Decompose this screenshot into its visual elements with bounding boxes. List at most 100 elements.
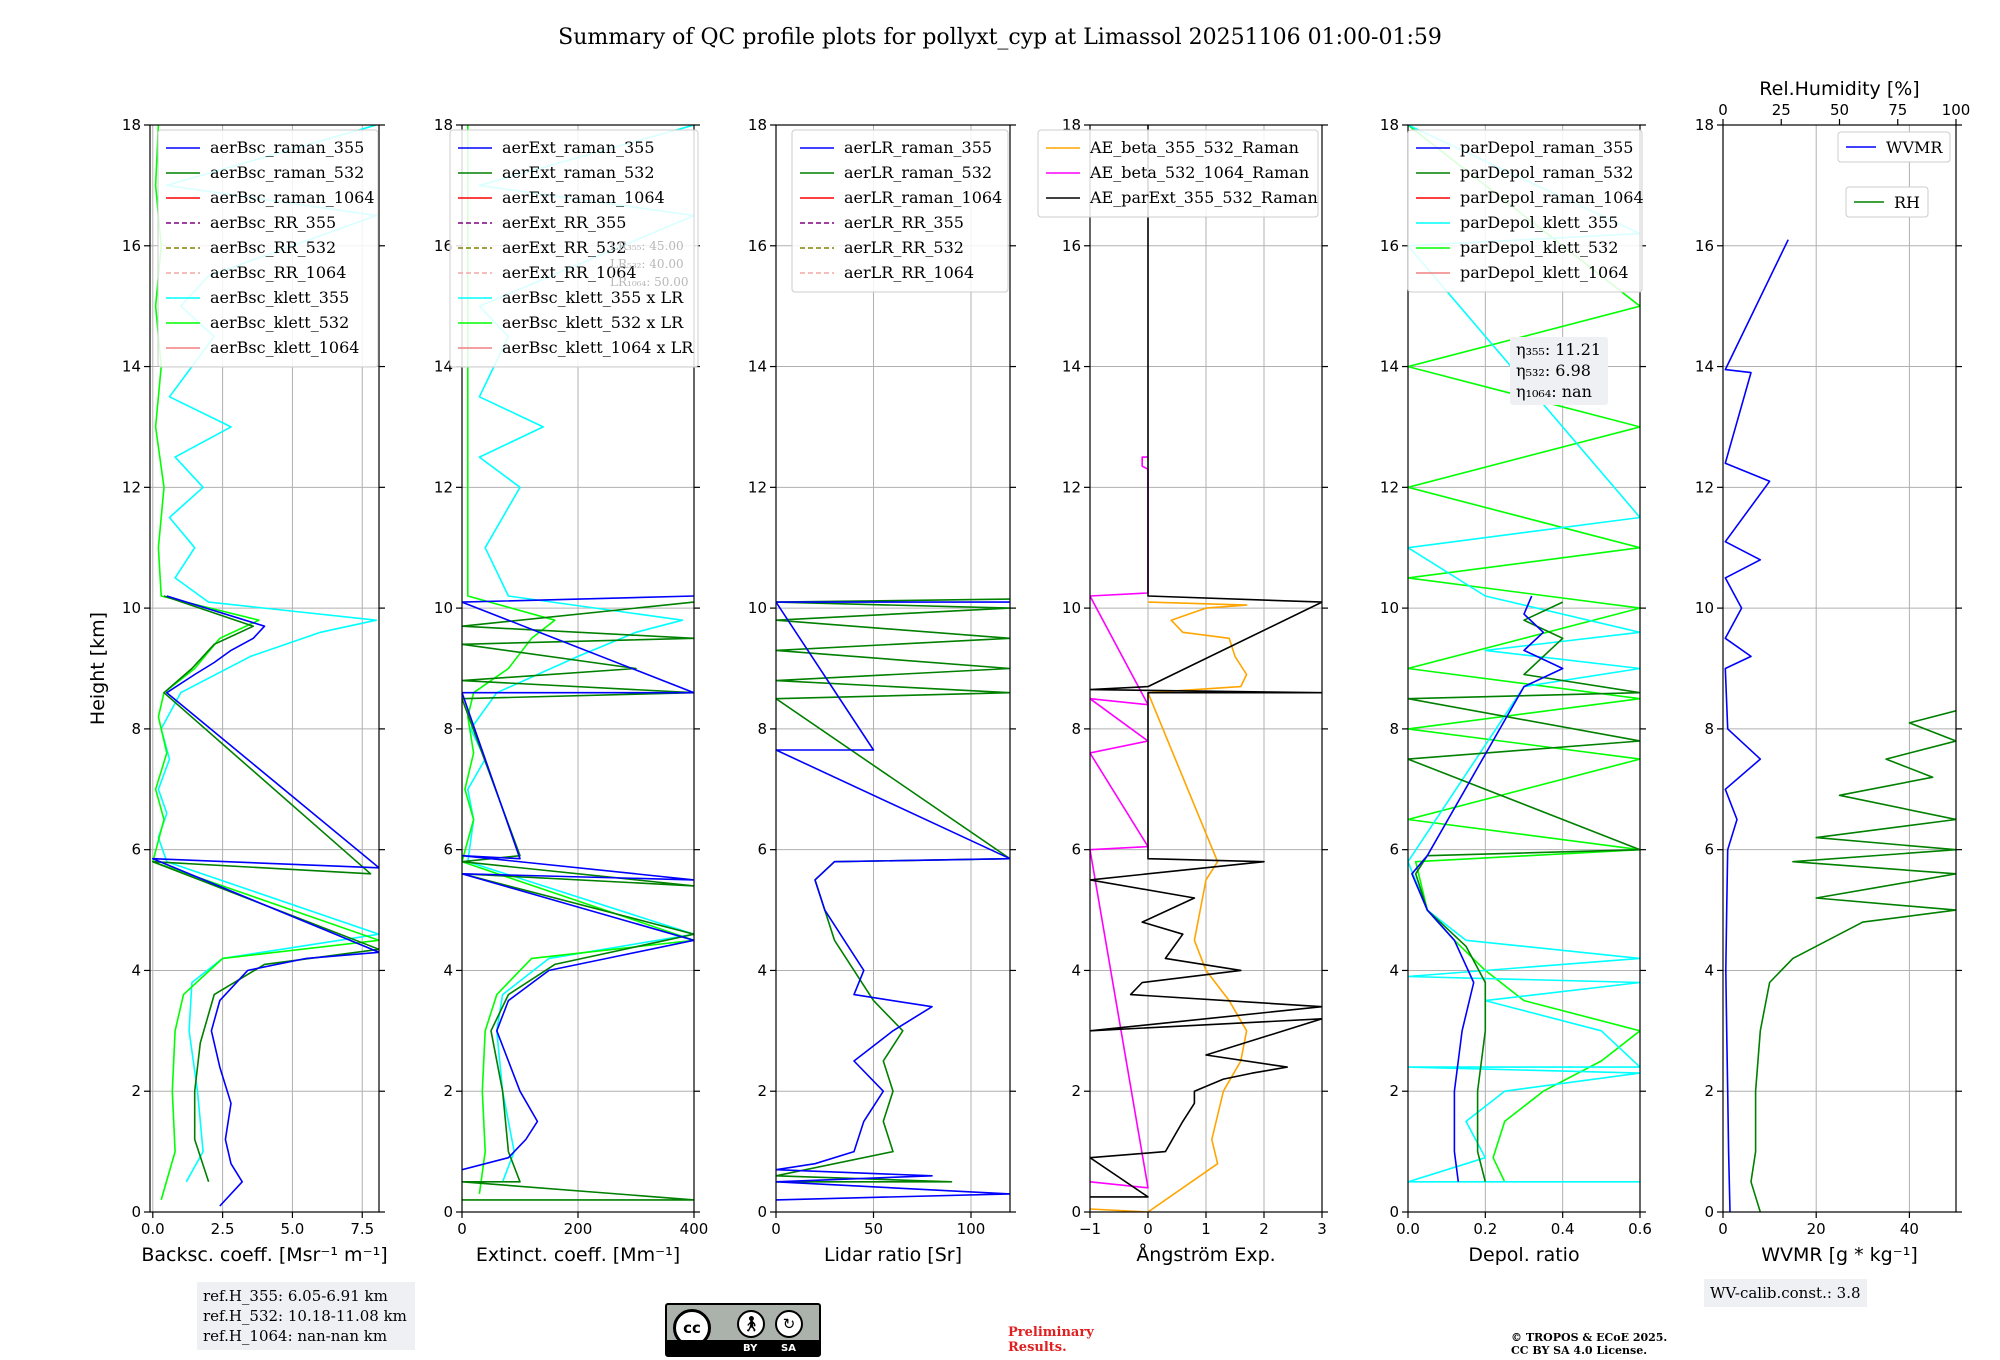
- series-line-aerLR_raman_532: [776, 598, 1010, 1183]
- series-line-parDepol_raman_355: [1411, 595, 1564, 1182]
- x-axis-label: Backsc. coeff. [Msr⁻¹ m⁻¹]: [141, 1244, 387, 1266]
- preliminary-results-note: Preliminary Results.: [1008, 1325, 1094, 1355]
- legend-box: [1407, 129, 1643, 293]
- legend-label: aerLR_raman_1064: [844, 188, 1002, 207]
- series-line-AE_beta_355_532_Raman: [1090, 601, 1248, 1212]
- x-tick-label: 7.5: [350, 1220, 374, 1238]
- legend-box-wvmr: [1837, 131, 1951, 163]
- legend-label: aerBsc_RR_355: [210, 213, 336, 232]
- x-tick-label: 50: [864, 1220, 883, 1238]
- lr-annotation: LR₁₀₆₄: 50.00: [610, 275, 688, 289]
- y-tick-label: 12: [1062, 478, 1081, 496]
- y-tick-label: 6: [443, 841, 453, 859]
- x-tick-label: 2: [1259, 1220, 1269, 1238]
- legend-label: aerBsc_klett_1064 x LR: [502, 338, 694, 357]
- series-group: [1724, 239, 1956, 1212]
- y-tick-label: 18: [1695, 116, 1714, 134]
- legend-label: aerBsc_klett_1064: [210, 338, 359, 357]
- legend-label: aerBsc_raman_1064: [210, 188, 375, 207]
- y-tick-label: 16: [1695, 237, 1714, 255]
- y-tick-label: 4: [131, 961, 141, 979]
- lr-annotation: LR₃₅₅: 45.00: [610, 239, 684, 253]
- y-tick-label: 12: [434, 478, 453, 496]
- y-tick-label: 8: [1071, 720, 1081, 738]
- legend-box-rh: [1845, 186, 1929, 218]
- top-x-tick-label: 75: [1888, 101, 1907, 119]
- legend-label: parDepol_klett_532: [1460, 238, 1618, 257]
- series-line-parDepol_klett_532: [1408, 125, 1640, 1183]
- panel-bsc: 0 2 4 6 8 10 12 14 16 18 0.0 2.5 5.0 7.5 Backsc. coeff…: [87, 116, 388, 1266]
- legend-label: aerBsc_RR_532: [210, 238, 336, 257]
- x-axis-label: Lidar ratio [Sr]: [824, 1244, 962, 1266]
- y-tick-label: 18: [434, 116, 453, 134]
- copyright-line-1: © TROPOS & ECoE 2025.: [1511, 1331, 1668, 1344]
- legend-label: aerBsc_raman_532: [210, 163, 364, 182]
- y-tick-label: 10: [1380, 599, 1399, 617]
- y-tick-label: 0: [757, 1203, 767, 1221]
- series-line-WVMR: [1724, 239, 1789, 1212]
- x-tick-label: 2.5: [211, 1220, 235, 1238]
- y-tick-label: 6: [131, 841, 141, 859]
- copyright-line-2: CC BY SA 4.0 License.: [1511, 1344, 1648, 1357]
- ref-h-355: ref.H_355: 6.05-6.91 km: [203, 1287, 388, 1305]
- y-tick-label: 14: [1380, 358, 1399, 376]
- cc-by-sa-license-badge: cc 🚶︎ ↻ BY SA: [665, 1303, 821, 1357]
- y-tick-label: 16: [1380, 237, 1399, 255]
- x-tick-label: 0.4: [1551, 1220, 1575, 1238]
- legend-label: aerLR_RR_355: [844, 213, 964, 232]
- series-line-AE_parExt_355_532_Raman: [1090, 125, 1322, 1198]
- x-tick-label: −1: [1079, 1220, 1101, 1238]
- x-tick-label: 0.2: [1473, 1220, 1497, 1238]
- y-tick-label: 2: [131, 1082, 141, 1100]
- y-tick-label: 10: [122, 599, 141, 617]
- y-tick-label: 0: [443, 1203, 453, 1221]
- y-tick-label: 0: [131, 1203, 141, 1221]
- x-tick-label: 0: [771, 1220, 781, 1238]
- legend-label: aerExt_raman_1064: [502, 188, 665, 207]
- y-tick-label: 0: [1704, 1203, 1714, 1221]
- y-tick-label: 14: [122, 358, 141, 376]
- preliminary-line-1: Preliminary: [1008, 1325, 1094, 1340]
- eta-annotation: η₅₃₂: 6.98: [1516, 361, 1591, 380]
- badge-label-bar: BY SA: [667, 1340, 819, 1355]
- x-tick-label: 0.6: [1628, 1220, 1652, 1238]
- plot-frame: [1722, 124, 1957, 1213]
- legend-label: aerExt_RR_355: [502, 213, 626, 232]
- ref-h-532: ref.H_532: 10.18-11.08 km: [203, 1307, 407, 1325]
- y-tick-label: 16: [434, 237, 453, 255]
- y-tick-label: 4: [1071, 961, 1081, 979]
- x-axis-label: Depol. ratio: [1468, 1244, 1579, 1266]
- series-line-parDepol_klett_355: [1408, 125, 1640, 1183]
- legend-label: AE_parExt_355_532_Raman: [1089, 188, 1318, 207]
- series-line-AE_beta_532_1064_Raman: [1090, 456, 1149, 1189]
- y-tick-label: 18: [1380, 116, 1399, 134]
- preliminary-line-2: Results.: [1008, 1340, 1067, 1355]
- series-line-parDepol_raman_532: [1408, 601, 1640, 1182]
- legend-label: aerExt_RR_1064: [502, 263, 637, 282]
- y-tick-label: 4: [1389, 961, 1399, 979]
- legend-box: [1037, 129, 1319, 218]
- y-tick-label: 4: [757, 961, 767, 979]
- legend-box: [157, 129, 379, 368]
- y-tick-label: 0: [1071, 1203, 1081, 1221]
- plot-frame: [1407, 124, 1641, 1213]
- y-tick-label: 14: [434, 358, 453, 376]
- y-tick-label: 8: [131, 720, 141, 738]
- y-tick-label: 10: [748, 599, 767, 617]
- legend-box: [791, 129, 1009, 293]
- x-tick-label: 40: [1900, 1220, 1919, 1238]
- y-tick-label: 8: [757, 720, 767, 738]
- legend-label: parDepol_raman_532: [1460, 163, 1633, 182]
- y-axis-label: Height [km]: [87, 612, 109, 725]
- legend-label: RH: [1894, 193, 1920, 212]
- y-tick-label: 8: [1704, 720, 1714, 738]
- legend-label: aerBsc_klett_355 x LR: [502, 288, 684, 307]
- legend-label: aerExt_raman_355: [502, 138, 655, 157]
- legend-label: AE_beta_532_1064_Raman: [1089, 163, 1309, 182]
- plot-frame: [775, 124, 1011, 1213]
- copyright-note: © TROPOS & ECoE 2025. CC BY SA 4.0 Licen…: [1511, 1331, 1667, 1357]
- legend-label: WVMR: [1886, 138, 1943, 157]
